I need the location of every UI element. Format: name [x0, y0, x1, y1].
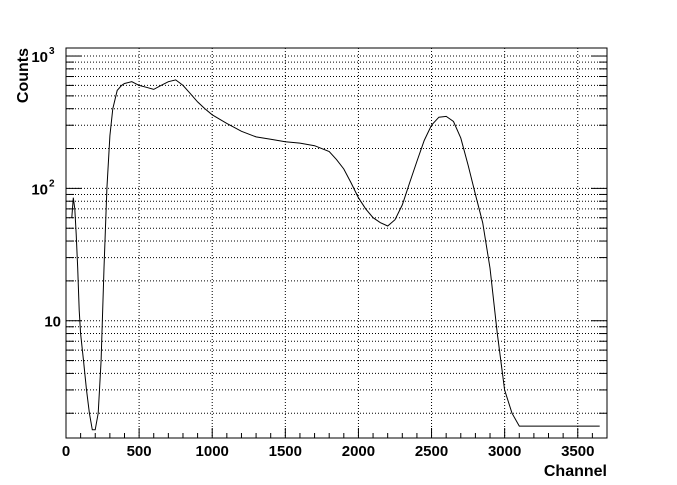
x-tick-label: 1000 [196, 443, 229, 460]
y-tick-label: 10 [44, 314, 61, 331]
x-tick-label: 0 [62, 443, 70, 460]
x-axis-label: Channel [544, 463, 607, 480]
axis-ticks [65, 55, 607, 438]
y-axis-label: Counts [15, 48, 32, 103]
grid [65, 48, 607, 438]
x-tick-labels: 0 500 1000 1500 2000 2500 3000 3500 [62, 443, 595, 460]
series-line [71, 79, 600, 431]
y-tick-label: 10 [31, 181, 48, 198]
x-tick-label: 2000 [342, 443, 375, 460]
y-tick-exponent: 2 [49, 178, 55, 189]
y-tick-label: 10 [31, 49, 48, 66]
x-tick-label: 2500 [415, 443, 448, 460]
x-tick-label: 500 [127, 443, 152, 460]
y-tick-exponent: 3 [49, 46, 55, 57]
x-tick-label: 3000 [488, 443, 521, 460]
x-tick-label: 3500 [561, 443, 594, 460]
plot-frame [65, 47, 608, 439]
x-tick-label: 1500 [269, 443, 302, 460]
